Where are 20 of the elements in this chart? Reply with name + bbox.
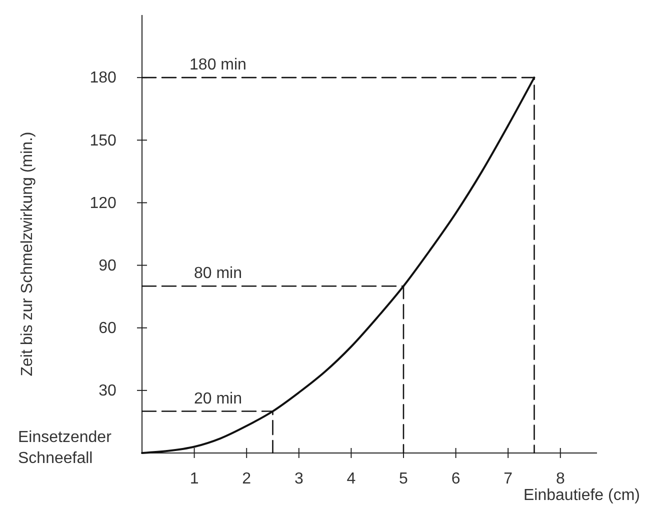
y-tick-label: 180	[90, 70, 116, 87]
text: Einsetzender Schneefall	[18, 429, 112, 467]
x-tick-label: 3	[294, 470, 304, 488]
series-label: 80 min	[194, 265, 242, 282]
y-tick-label: 90	[98, 257, 116, 274]
x-axis-title: Einbautiefe (cm)	[524, 487, 640, 504]
y-axis-title: Zeit bis zur Schmelzwirkung (min.)	[19, 132, 36, 376]
x-tick-label: 1	[190, 470, 199, 488]
x-tick-label: 8	[556, 470, 565, 488]
series-label: 180 min	[190, 56, 246, 74]
y-tick-label: 30	[98, 382, 116, 400]
x-tick-label: 6	[451, 470, 460, 488]
y-tick-label: 120	[90, 194, 116, 212]
x-tick-label: 7	[504, 470, 513, 488]
x-tick-label: 5	[399, 470, 408, 488]
x-tick-label: 2	[242, 470, 252, 488]
y-tick-label: 60	[98, 320, 116, 337]
x-tick-label: 4	[346, 470, 356, 488]
y-tick-label: 150	[90, 132, 116, 150]
series-label: 20 min	[194, 390, 242, 408]
